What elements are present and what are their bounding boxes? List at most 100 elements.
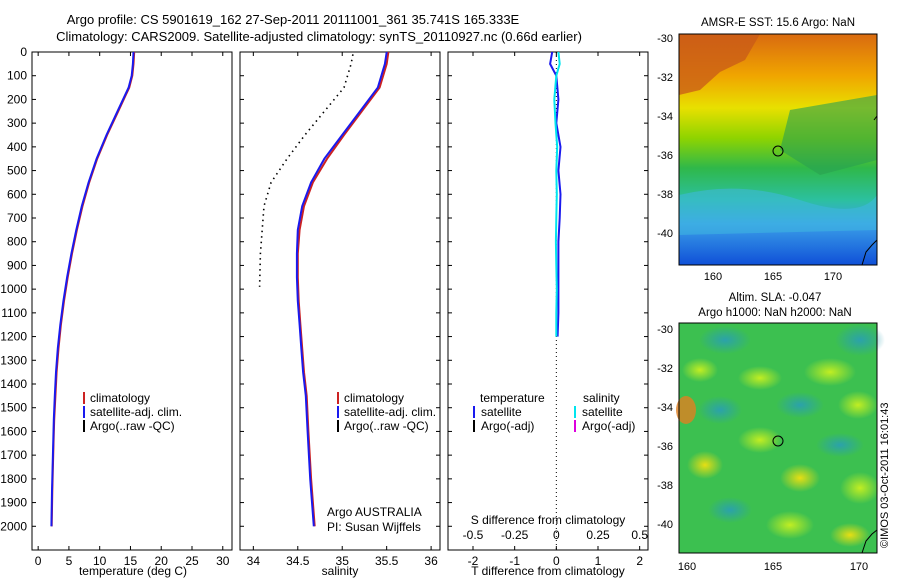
- map-ytick: -38: [657, 480, 673, 492]
- sst-warm-patch: [679, 34, 760, 95]
- x-tick-label: 34.5: [286, 554, 310, 568]
- legend-group-temperature: temperature: [480, 391, 545, 405]
- x-tick-label: 35: [336, 554, 350, 568]
- temperature-x-axis: 0 5 10 15 20 25 30: [35, 52, 230, 568]
- y-tick-label: 300: [7, 116, 27, 130]
- sst-map-frame: [678, 33, 878, 266]
- map-ytick: -30: [657, 324, 673, 336]
- sla-map: Altim. SLA: -0.047 Argo h1000: NaN h2000…: [657, 292, 885, 573]
- temperature-x-label: temperature (deg C): [79, 564, 187, 578]
- map-ytick: -38: [657, 189, 673, 201]
- sla-map-title-2: Argo h1000: NaN h2000: NaN: [698, 307, 851, 319]
- legend-label-t-argo: Argo(-adj): [481, 419, 534, 433]
- sla-map-frame: [678, 322, 878, 554]
- y-tick-label: 1600: [0, 424, 27, 438]
- y-tick-label: 1700: [0, 448, 27, 462]
- x-tick-label: 0: [35, 554, 42, 568]
- salinity-axes-box: [239, 51, 441, 551]
- map-xtick: 170: [850, 561, 868, 573]
- figure-title-line1: Argo profile: CS 5901619_162 27-Sep-2011…: [66, 12, 520, 27]
- sst-cool-patch: [780, 95, 877, 175]
- y-tick-label: 900: [7, 258, 27, 272]
- depth-axis: 0 100 200 300 400 500 600 700 800 900 1000 1100 1200…: [0, 45, 36, 533]
- sla-map-title-1: Altim. SLA: -0.047: [729, 292, 822, 304]
- temperature-panel: 0100200300400500600700800900100011001200…: [0, 45, 233, 578]
- y-tick-label: 500: [7, 164, 27, 178]
- y-tick-label: 1900: [0, 496, 27, 510]
- x-tick-label: 1: [595, 554, 602, 568]
- legend-label-s-satellite: satellite: [582, 405, 623, 419]
- sla-map-yticks: -30 -32 -34 -36 -38 -40: [657, 324, 673, 531]
- difference-axes-box: [447, 51, 649, 551]
- x-tick-label: 30: [216, 554, 230, 568]
- map-xtick: 165: [764, 271, 782, 283]
- y-tick-label: 800: [7, 235, 27, 249]
- y-tick-label: 1500: [0, 401, 27, 415]
- sst-map: AMSR-E SST: 15.6 Argo: NaN -30 -32 -34 -…: [657, 17, 878, 283]
- map-ytick: -36: [657, 150, 673, 162]
- legend-label-satellite: satellite-adj. clim.: [90, 405, 182, 419]
- y-tick-label: 1300: [0, 353, 27, 367]
- sst-cyan-band: [679, 188, 877, 235]
- salinity-x-label: salinity: [322, 564, 359, 578]
- legend-label-argo: Argo(..raw -QC): [90, 419, 175, 433]
- map-ytick: -32: [657, 363, 673, 375]
- y-tick-label: 1400: [0, 377, 27, 391]
- map-ytick: -30: [657, 33, 673, 45]
- salinity-x-axis: 34 34.5 35 35.5 36: [247, 52, 438, 568]
- s-tick-label: 0: [553, 528, 560, 542]
- y-tick-label: 1000: [0, 282, 27, 296]
- argo-float-marker: [772, 435, 784, 447]
- x-tick-label: -2: [468, 554, 479, 568]
- series-line: [553, 51, 561, 337]
- temperature-axes-box: [31, 51, 233, 551]
- t-difference-label: T difference from climatology: [471, 564, 625, 578]
- figure-title-line2: Climatology: CARS2009. Satellite-adjuste…: [56, 29, 582, 44]
- imos-timestamp: ©IMOS 03-Oct-2011 16:01:43: [879, 402, 891, 548]
- coastline-sst: [861, 239, 878, 266]
- sst-map-xticks: 160 165 170: [704, 271, 842, 283]
- y-tick-label: 2000: [0, 519, 27, 533]
- t-difference-x-axis: -2 -1 0 1 2: [468, 52, 643, 568]
- y-tick-label: 600: [7, 187, 27, 201]
- x-tick-label: 25: [185, 554, 199, 568]
- legend-group-salinity: salinity: [583, 391, 620, 405]
- sla-anomaly-blobs: [676, 324, 885, 547]
- s-tick-label: -0.5: [463, 528, 484, 542]
- legend-label-argo: Argo(..raw -QC): [344, 419, 429, 433]
- legend-label-t-satellite: satellite: [481, 405, 522, 419]
- series-line: [50, 51, 135, 527]
- difference-panel: -2 -1 0 1 2 -0.5 -0.25 0 0.25 0.5 temperature sa…: [447, 51, 649, 578]
- x-tick-label: 10: [93, 554, 107, 568]
- x-tick-label: 36: [424, 554, 438, 568]
- s-difference-label: S difference from climatology: [471, 513, 626, 527]
- map-xtick: 165: [764, 561, 782, 573]
- map-ytick: -36: [657, 441, 673, 453]
- y-tick-label: 1800: [0, 472, 27, 486]
- sst-map-yticks: -30 -32 -34 -36 -38 -40: [657, 33, 673, 240]
- y-tick-label: 200: [7, 92, 27, 106]
- s-tick-label: -0.25: [501, 528, 529, 542]
- s-tick-label: 0.25: [586, 528, 610, 542]
- y-tick-label: 700: [7, 211, 27, 225]
- salinity-series: [240, 51, 440, 527]
- map-xtick: 160: [678, 561, 696, 573]
- map-xtick: 170: [824, 271, 842, 283]
- x-tick-label: 34: [247, 554, 261, 568]
- map-ytick: -34: [657, 402, 673, 414]
- y-tick-label: 1200: [0, 330, 27, 344]
- map-ytick: -40: [657, 519, 673, 531]
- legend-label-s-argo: Argo(-adj): [582, 419, 635, 433]
- coastline-sla: [861, 529, 878, 554]
- x-tick-label: 2: [636, 554, 643, 568]
- x-tick-label: 0: [553, 554, 560, 568]
- x-tick-label: 20: [155, 554, 169, 568]
- temperature-legend: climatology satellite-adj. clim. Argo(..…: [83, 391, 182, 433]
- x-tick-label: 5: [66, 554, 73, 568]
- legend-label-climatology: climatology: [90, 391, 150, 405]
- sst-map-title: AMSR-E SST: 15.6 Argo: NaN: [701, 17, 855, 29]
- map-ytick: -40: [657, 228, 673, 240]
- sla-map-xticks: 160 165 170: [678, 561, 868, 573]
- argo-float-marker: [772, 145, 784, 157]
